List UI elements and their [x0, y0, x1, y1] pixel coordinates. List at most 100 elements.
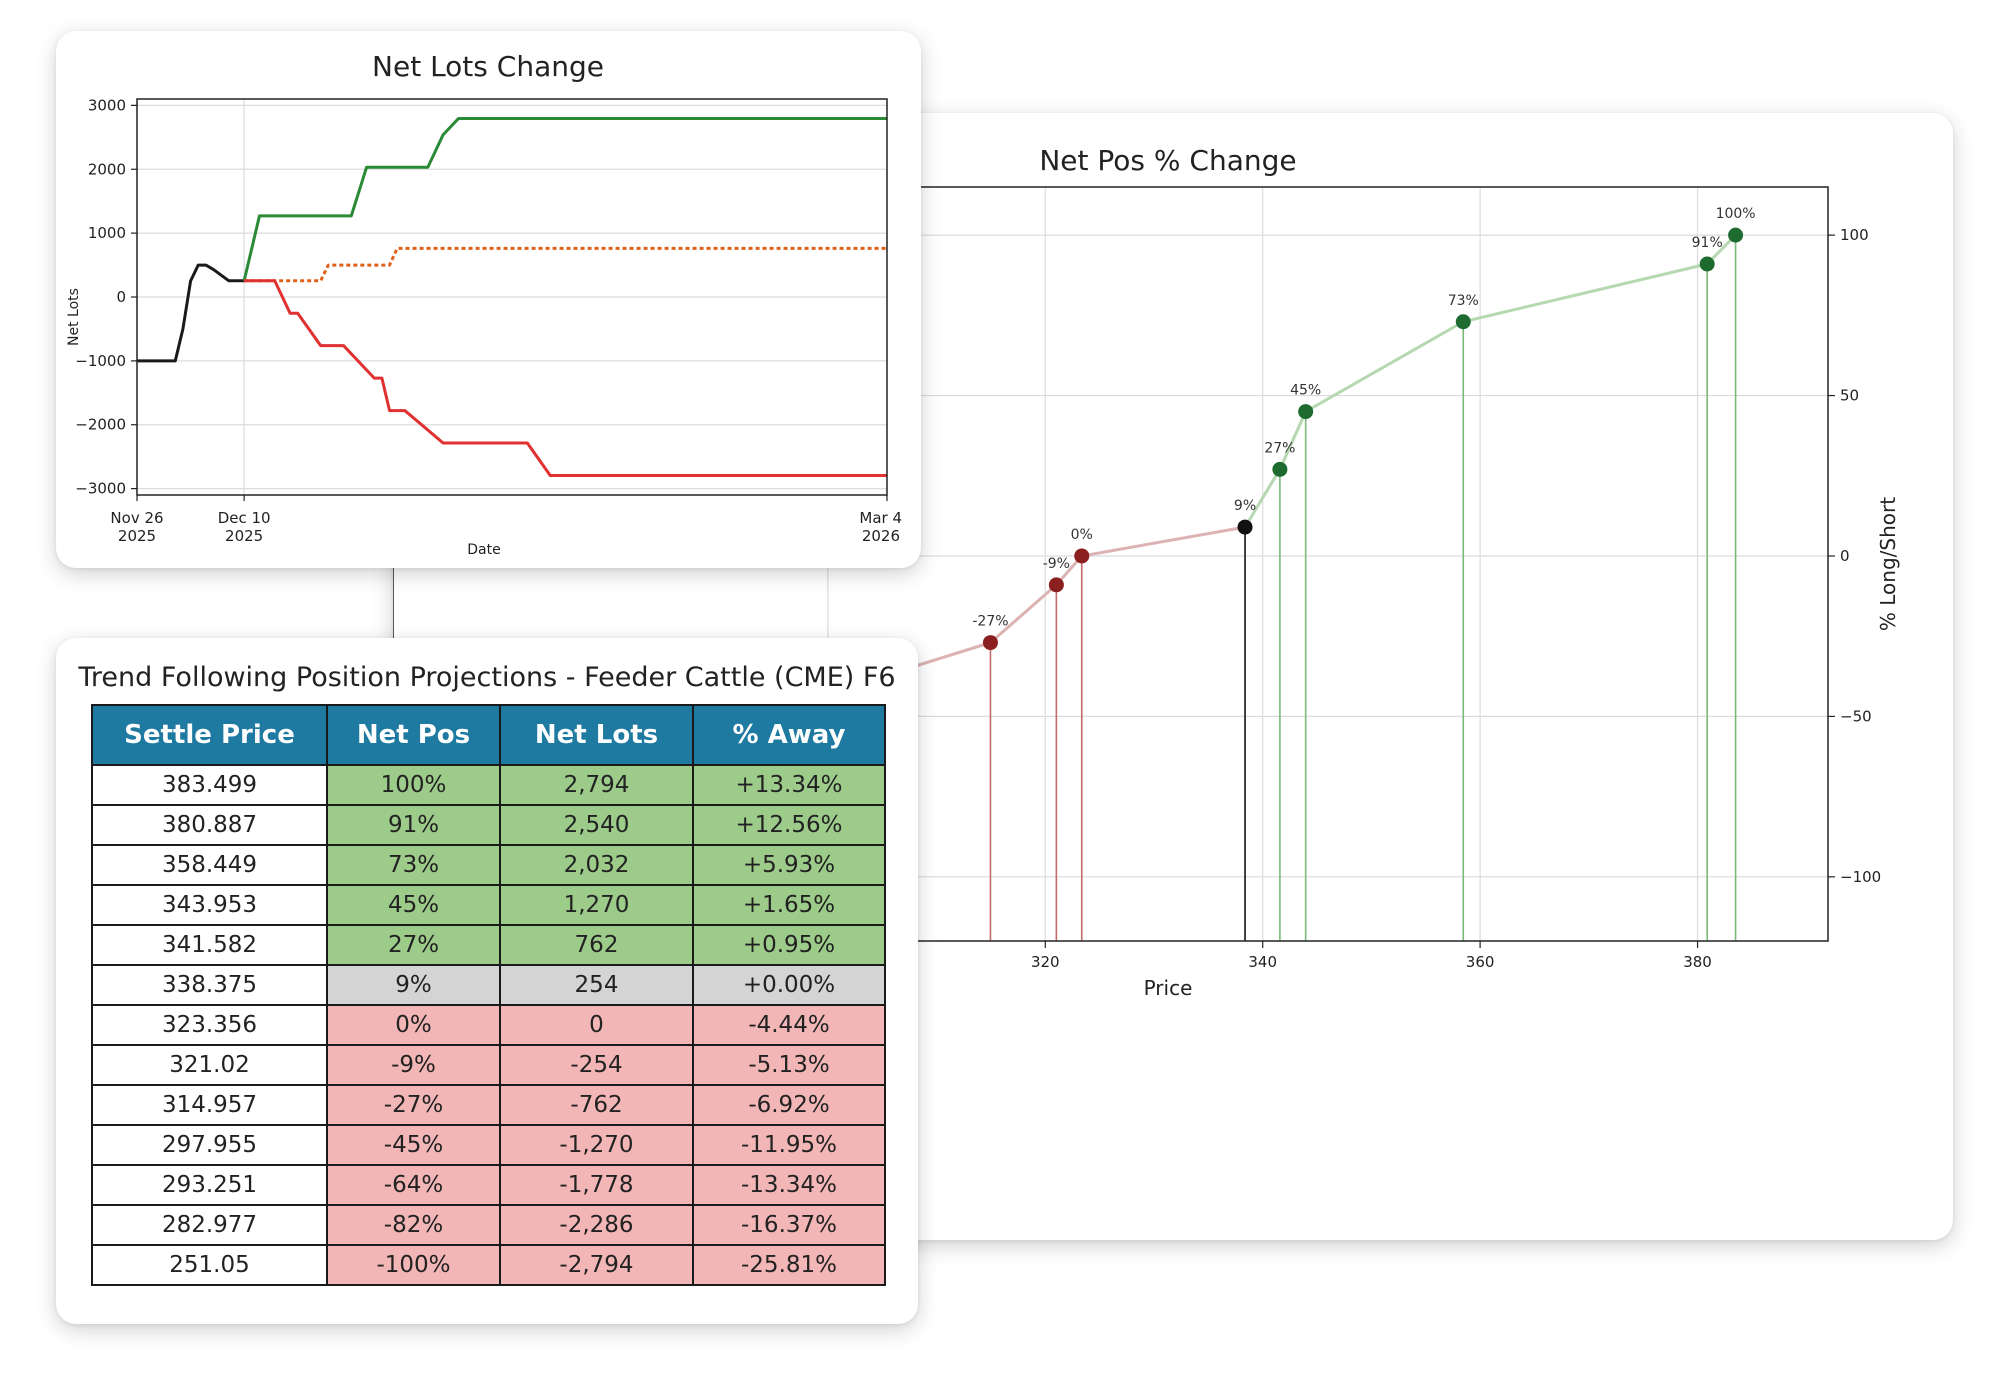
data-point: [982, 635, 998, 651]
x-tick-year: 2025: [225, 527, 263, 545]
net-lots-cell: 2,032: [499, 844, 694, 886]
x-tick-year: 2026: [862, 527, 900, 545]
data-point-label: -9%: [1043, 556, 1070, 572]
data-point-label: 91%: [1692, 235, 1723, 251]
data-point: [1728, 227, 1744, 243]
settle-price-cell: 314.957: [91, 1084, 328, 1126]
projections-table: Settle Price Net Pos Net Lots% Away 383.49…: [91, 704, 886, 1286]
x-tick-year: 2025: [118, 527, 156, 545]
mid-series-line: [244, 246, 887, 283]
data-point-label: 100%: [1716, 206, 1756, 222]
settle-price-cell: 251.05: [91, 1244, 328, 1286]
long-position-line: [1243, 234, 1737, 528]
net-pos-cell: -45%: [326, 1124, 501, 1166]
column-header: % Away: [692, 704, 886, 766]
net-lots-y-axis-label: Net Lots: [66, 288, 82, 346]
column-header: Settle Price: [91, 704, 328, 766]
table-title: Trend Following Position Projections - F…: [78, 662, 896, 693]
table-row: 380.887 91% 2,540 +12.56%: [91, 804, 886, 846]
y-tick-label: 0: [116, 288, 126, 306]
y-tick-label: 100: [1840, 226, 1869, 244]
data-point-label: 45%: [1290, 383, 1321, 399]
up-series-line: [242, 117, 887, 282]
net-pos-cell: 9%: [326, 964, 501, 1006]
net-lots-x-axis-label: Date: [467, 542, 500, 558]
net-lots-cell: 254: [499, 964, 694, 1006]
net-lots-cell: -2,286: [499, 1204, 694, 1246]
net-pos-cell: 0%: [326, 1004, 501, 1046]
table-row: 251.05 -100% -2,794 -25.81%: [91, 1244, 886, 1286]
projections-table-card: Trend Following Position Projections - F…: [56, 638, 918, 1324]
x-tick-label: 380: [1683, 953, 1712, 971]
net-pos-cell: 91%: [326, 804, 501, 846]
net-lots-cell: -254: [499, 1044, 694, 1086]
y-tick-label: 2000: [88, 160, 126, 178]
net-pos-y-axis-label: % Long/Short: [1876, 497, 1900, 631]
net-lots-cell: -1,270: [499, 1124, 694, 1166]
net-pos-chart-title: Net Pos % Change: [1039, 144, 1296, 177]
table-row: 323.356 0% 0 -4.44%: [91, 1004, 886, 1046]
data-point: [1455, 314, 1471, 330]
pct-away-cell: -16.37%: [692, 1204, 886, 1246]
data-point: [1272, 461, 1288, 477]
y-tick-label: 3000: [88, 96, 126, 114]
data-point-label: 0%: [1071, 527, 1093, 543]
net-lots-cell: -1,778: [499, 1164, 694, 1206]
pct-away-cell: -25.81%: [692, 1244, 886, 1286]
settle-price-cell: 321.02: [91, 1044, 328, 1086]
y-tick-label: −100: [1840, 868, 1881, 886]
settle-price-cell: 380.887: [91, 804, 328, 846]
table-row: 293.251 -64% -1,778 -13.34%: [91, 1164, 886, 1206]
settle-price-cell: 338.375: [91, 964, 328, 1006]
pct-away-cell: +0.95%: [692, 924, 886, 966]
table-row: 314.957 -27% -762 -6.92%: [91, 1084, 886, 1126]
x-tick-label: Nov 26: [110, 509, 163, 527]
table-row: 343.953 45% 1,270 +1.65%: [91, 884, 886, 926]
table-row: 321.02 -9% -254 -5.13%: [91, 1044, 886, 1086]
y-tick-label: −1000: [75, 352, 126, 370]
settle-price-cell: 358.449: [91, 844, 328, 886]
settle-price-cell: 297.955: [91, 1124, 328, 1166]
net-pos-cell: 73%: [326, 844, 501, 886]
column-header: Net Pos: [326, 704, 501, 766]
net-pos-cell: -64%: [326, 1164, 501, 1206]
settle-price-cell: 383.499: [91, 764, 328, 806]
data-point-label: 9%: [1234, 498, 1256, 514]
table-row: 383.499 100% 2,794 +13.34%: [91, 764, 886, 806]
data-point: [1074, 548, 1090, 564]
table-row: 341.582 27% 762 +0.95%: [91, 924, 886, 966]
table-row: 358.449 73% 2,032 +5.93%: [91, 844, 886, 886]
pct-away-cell: +1.65%: [692, 884, 886, 926]
net-lots-cell: 2,794: [499, 764, 694, 806]
net-lots-cell: 0: [499, 1004, 694, 1046]
settle-price-cell: 323.356: [91, 1004, 328, 1046]
net-lots-cell: -2,794: [499, 1244, 694, 1286]
data-point-label: -27%: [972, 614, 1008, 630]
data-point: [1048, 577, 1064, 593]
y-tick-label: 0: [1840, 547, 1850, 565]
table-row: 282.977 -82% -2,286 -16.37%: [91, 1204, 886, 1246]
settle-price-cell: 343.953: [91, 884, 328, 926]
x-tick-label: Dec 10: [218, 509, 271, 527]
data-point: [1699, 256, 1715, 272]
net-pos-cell: -9%: [326, 1044, 501, 1086]
net-lots-chart-title: Net Lots Change: [372, 50, 604, 83]
pct-away-cell: +12.56%: [692, 804, 886, 846]
pct-away-cell: +0.00%: [692, 964, 886, 1006]
pct-away-cell: -5.13%: [692, 1044, 886, 1086]
x-tick-label: 360: [1466, 953, 1495, 971]
x-tick-label: 320: [1031, 953, 1060, 971]
table-row: 338.375 9% 254 +0.00%: [91, 964, 886, 1006]
pct-away-cell: +5.93%: [692, 844, 886, 886]
net-lots-cell: -762: [499, 1084, 694, 1126]
pct-away-cell: -13.34%: [692, 1164, 886, 1206]
net-lots-cell: 1,270: [499, 884, 694, 926]
history-series-line: [137, 263, 245, 363]
net-pos-cell: -100%: [326, 1244, 501, 1286]
net-lots-cell: 762: [499, 924, 694, 966]
net-pos-plot-frame: [393, 186, 1829, 942]
pct-away-cell: +13.34%: [692, 764, 886, 806]
y-tick-label: −2000: [75, 416, 126, 434]
net-pos-cell: -82%: [326, 1204, 501, 1246]
